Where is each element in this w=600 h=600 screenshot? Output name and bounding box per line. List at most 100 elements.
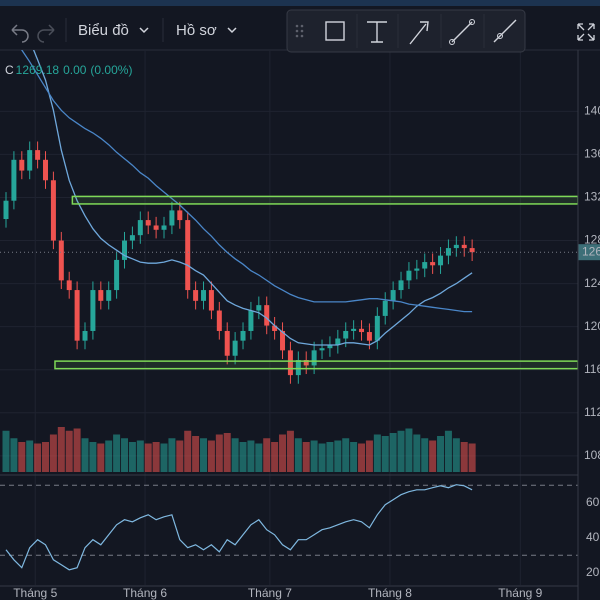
candle-body xyxy=(201,290,207,301)
candle-body xyxy=(98,290,104,301)
volume-bar xyxy=(160,443,168,472)
candle-body xyxy=(414,268,420,271)
volume-bar xyxy=(192,436,200,472)
text-tool[interactable] xyxy=(367,21,387,43)
volume-bar xyxy=(121,438,129,472)
candle-body xyxy=(27,150,33,171)
rectangle-tool[interactable] xyxy=(325,21,345,41)
candle-body xyxy=(240,330,246,341)
candle-body xyxy=(390,290,396,301)
candle-body xyxy=(82,330,88,341)
candle-body xyxy=(453,244,459,249)
legend-label: C xyxy=(5,63,14,77)
volume-bar xyxy=(176,440,184,472)
volume-bar xyxy=(89,442,97,472)
rsi-tick-label: 20 xyxy=(586,565,600,579)
last-price-label: 1269.18 xyxy=(582,244,600,258)
volume-bar xyxy=(168,438,176,472)
volume-bar xyxy=(65,430,73,472)
candle-body xyxy=(359,328,365,333)
volume-bar xyxy=(279,434,287,472)
volume-bar xyxy=(318,443,326,472)
undo-button[interactable] xyxy=(11,24,29,43)
last-price-box xyxy=(578,244,600,261)
candle-body xyxy=(137,220,143,236)
volume-bar xyxy=(231,438,239,472)
profile-menu[interactable]: Hồ sơ xyxy=(176,22,237,39)
candle-body xyxy=(335,338,341,345)
candle-body xyxy=(74,290,80,341)
x-tick-label: Tháng 7 xyxy=(248,586,292,600)
candle-body xyxy=(177,210,183,221)
volume-bar xyxy=(342,438,350,472)
candle-body xyxy=(264,305,270,326)
x-tick-label: Tháng 9 xyxy=(498,586,542,600)
volume-bar xyxy=(405,428,413,472)
fullscreen-button[interactable] xyxy=(577,23,595,41)
candle-body xyxy=(66,280,72,291)
chart-menu[interactable]: Biểu đồ xyxy=(78,22,149,39)
rsi-tick-label: 60 xyxy=(586,495,600,509)
volume-bar xyxy=(437,436,445,472)
arrow-tool[interactable] xyxy=(409,21,429,45)
candle-body xyxy=(208,290,214,311)
volume-bar xyxy=(286,430,294,472)
volume-bar xyxy=(34,443,42,472)
candle-body xyxy=(145,220,151,226)
moving-average xyxy=(21,50,473,313)
redo-button[interactable] xyxy=(37,24,55,43)
y-tick-label: 1080 xyxy=(584,448,600,462)
volume-bar xyxy=(2,430,10,472)
candle-body xyxy=(43,159,49,181)
volume-bar xyxy=(207,440,215,472)
ray-tool[interactable] xyxy=(493,19,517,43)
y-tick-label: 1400 xyxy=(584,104,600,118)
candle-body xyxy=(90,290,96,331)
volume-bar xyxy=(152,442,160,472)
legend-close: 1269.18 xyxy=(16,63,60,77)
volume-bar xyxy=(326,442,334,472)
volume-bar xyxy=(381,436,389,472)
volume-bar xyxy=(26,440,34,472)
volume-bar xyxy=(302,442,310,472)
volume-bar xyxy=(10,438,18,472)
candle-body xyxy=(280,330,286,351)
volume-bar xyxy=(57,427,65,472)
candle-body xyxy=(382,300,388,316)
volume-bar xyxy=(310,440,318,472)
volume-bar xyxy=(113,434,121,472)
volume-bar xyxy=(18,442,26,472)
volume-bar xyxy=(215,434,223,472)
price-zone xyxy=(71,195,578,205)
trend-line-tool[interactable] xyxy=(449,19,475,45)
candle-body xyxy=(351,328,357,331)
volume-bar xyxy=(49,434,57,472)
candle-body xyxy=(169,210,175,226)
y-tick-label: 1120 xyxy=(584,405,600,419)
volume-bar xyxy=(444,430,452,472)
candle-body xyxy=(3,200,9,220)
candle-body xyxy=(11,159,17,201)
candle-body xyxy=(122,240,128,260)
volume-bar xyxy=(468,443,476,472)
volume-bar xyxy=(184,430,192,472)
legend-change: 0.00 xyxy=(63,63,87,77)
candle-body xyxy=(224,330,230,356)
volume-bar xyxy=(255,443,263,472)
candle-body xyxy=(153,225,159,230)
volume-bar xyxy=(144,443,152,472)
volume-bar xyxy=(73,428,81,472)
candle-body xyxy=(311,350,317,366)
volume-bar xyxy=(200,438,208,472)
volume-bar xyxy=(421,438,429,472)
price-zone xyxy=(54,360,578,370)
candle-body xyxy=(129,235,135,241)
y-tick-label: 1360 xyxy=(584,147,600,161)
ohlc-legend: C 1269.18 0.00 (0.00%) xyxy=(5,63,132,77)
volume-bar xyxy=(81,438,89,472)
volume-bar xyxy=(460,442,468,472)
volume-bar xyxy=(42,442,50,472)
candle-body xyxy=(398,280,404,291)
